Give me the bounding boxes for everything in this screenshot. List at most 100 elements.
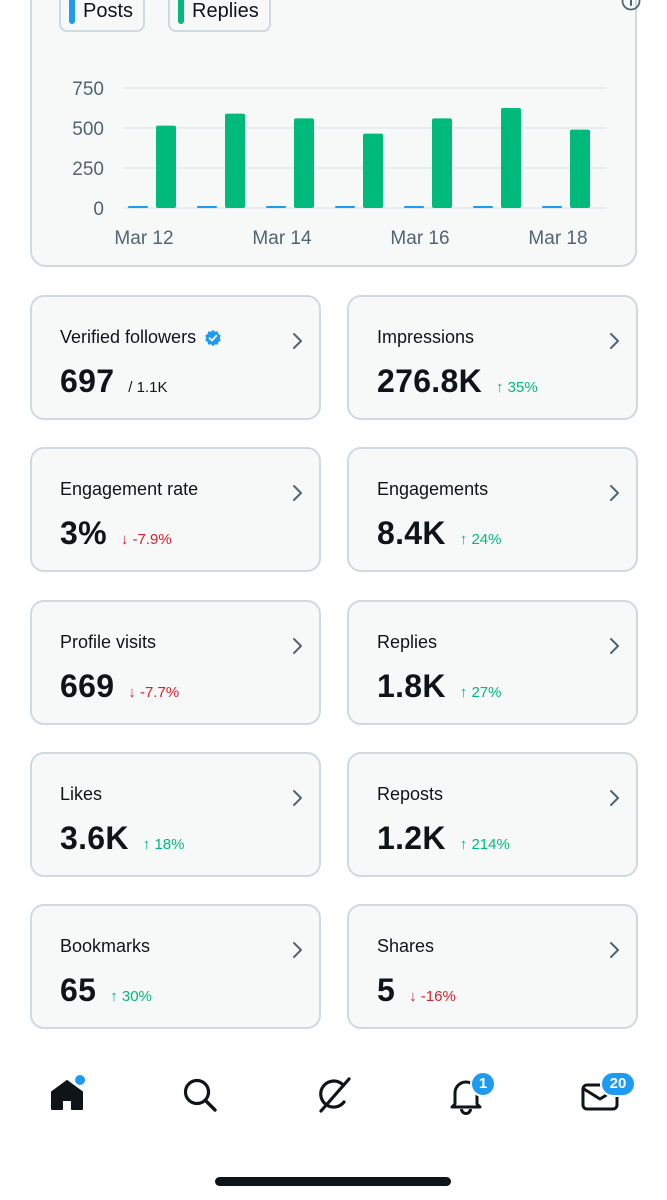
legend-posts-label: Posts xyxy=(83,0,134,22)
notifications-badge: 1 xyxy=(470,1071,496,1097)
bar-posts xyxy=(473,206,493,208)
stat-value: 5 xyxy=(377,972,396,1008)
stat-card[interactable]: Bookmarks 65 ↑ 30% xyxy=(30,904,321,1029)
stat-change-value: 27% xyxy=(471,684,502,701)
stat-change-value: 30% xyxy=(121,988,152,1005)
arrow-down-icon: ↓ xyxy=(120,531,133,548)
x-tick-label: Mar 18 xyxy=(528,228,587,249)
stat-title: Bookmarks xyxy=(60,936,150,957)
chevron-right-icon xyxy=(293,790,302,806)
stat-title-label: Shares xyxy=(377,936,435,956)
bar-replies xyxy=(432,118,452,208)
stat-title: Profile visits xyxy=(60,632,156,653)
stat-value-row: 3% ↓ -7.9% xyxy=(60,515,172,552)
stat-card[interactable]: Likes 3.6K ↑ 18% xyxy=(30,752,321,877)
stat-value: 669 xyxy=(60,668,115,704)
y-tick-label: 0 xyxy=(93,199,104,220)
bar-replies xyxy=(570,129,590,208)
stat-title-label: Engagement rate xyxy=(60,479,199,499)
stat-value-row: 1.2K ↑ 214% xyxy=(377,820,510,857)
stat-change: ↓ -7.7% xyxy=(128,684,179,701)
search-icon xyxy=(183,1078,217,1112)
tab-messages[interactable]: 20 xyxy=(580,1071,636,1115)
arrow-up-icon: ↑ xyxy=(110,988,122,1005)
stat-title-label: Bookmarks xyxy=(60,936,151,956)
chevron-right-icon xyxy=(293,942,302,958)
tab-home[interactable] xyxy=(47,1075,87,1115)
bar-replies xyxy=(156,125,176,208)
arrow-up-icon: ↑ xyxy=(459,531,472,548)
arrow-down-icon: ↓ xyxy=(409,988,421,1005)
stat-change: ↑ 27% xyxy=(460,684,502,701)
bar-posts xyxy=(128,206,148,208)
stat-title: Likes xyxy=(60,784,102,805)
bar-replies xyxy=(363,133,383,208)
stat-title-label: Impressions xyxy=(377,327,475,347)
stat-change: ↑ 18% xyxy=(143,836,185,853)
notifications-icon xyxy=(450,1080,482,1115)
bar-posts xyxy=(542,206,562,208)
chevron-right-icon xyxy=(610,333,619,349)
home-icon xyxy=(51,1080,83,1110)
bar-posts xyxy=(266,206,286,208)
stat-card[interactable]: Replies 1.8K ↑ 27% xyxy=(347,600,638,725)
tab-search[interactable] xyxy=(180,1075,220,1115)
tab-bar: 1 20 xyxy=(0,1055,667,1145)
stat-title: Verified followers xyxy=(60,327,222,348)
stat-value-row: 276.8K ↑ 35% xyxy=(377,363,538,400)
chevron-right-icon xyxy=(610,485,619,501)
stat-card[interactable]: Engagements 8.4K ↑ 24% xyxy=(347,447,638,572)
tab-notifications[interactable]: 1 xyxy=(446,1071,496,1115)
stat-value-row: 697 / 1.1K xyxy=(60,363,168,400)
chart-card: Posts Replies 0 250 500 750 Mar 12 Mar 14 Mar … xyxy=(30,0,641,267)
stat-value: 3.6K xyxy=(60,820,129,856)
chevron-right-icon xyxy=(610,638,619,654)
x-tick-label: Mar 14 xyxy=(252,228,312,249)
y-tick-label: 500 xyxy=(72,119,104,140)
stat-value: 1.2K xyxy=(377,820,446,856)
bar-replies xyxy=(294,118,314,208)
stat-value: 65 xyxy=(60,972,97,1008)
stat-card[interactable]: Engagement rate 3% ↓ -7.9% xyxy=(30,447,321,572)
stat-change: ↑ 24% xyxy=(460,531,502,548)
stat-title: Engagements xyxy=(377,479,488,500)
stat-change-value: -7.9% xyxy=(132,531,172,548)
stat-change-value: 35% xyxy=(507,379,538,396)
stat-title-label: Engagements xyxy=(377,479,489,499)
stat-change-value: 24% xyxy=(471,531,502,548)
chevron-right-icon xyxy=(293,638,302,654)
stat-value: 697 xyxy=(60,363,115,399)
y-tick-label: 250 xyxy=(72,159,104,180)
replies-swatch xyxy=(178,0,184,24)
stat-title-label: Reposts xyxy=(377,784,444,804)
stat-value: 276.8K xyxy=(377,363,482,399)
stat-change: ↑ 35% xyxy=(496,379,538,396)
arrow-up-icon: ↑ xyxy=(496,379,508,396)
info-icon[interactable] xyxy=(620,0,642,12)
stat-title: Replies xyxy=(377,632,437,653)
messages-badge: 20 xyxy=(600,1071,636,1097)
stat-title: Impressions xyxy=(377,327,474,348)
stat-value-row: 8.4K ↑ 24% xyxy=(377,515,502,552)
verified-badge-icon xyxy=(205,329,221,346)
stat-value-row: 65 ↑ 30% xyxy=(60,972,152,1009)
stat-card[interactable]: Verified followers 697 / 1.1K xyxy=(30,295,321,420)
chevron-right-icon xyxy=(293,333,302,349)
stat-change: ↑ 214% xyxy=(460,836,510,853)
stat-card[interactable]: Profile visits 669 ↓ -7.7% xyxy=(30,600,321,725)
legend-replies[interactable]: Replies xyxy=(168,0,271,32)
legend-replies-label: Replies xyxy=(192,0,259,22)
stat-card[interactable]: Shares 5 ↓ -16% xyxy=(347,904,638,1029)
stat-change-value: 214% xyxy=(471,836,510,853)
arrow-up-icon: ↑ xyxy=(142,836,155,853)
tab-grok[interactable] xyxy=(313,1075,353,1115)
legend-posts[interactable]: Posts xyxy=(59,0,146,32)
stat-card[interactable]: Reposts 1.2K ↑ 214% xyxy=(347,752,638,877)
bar-posts xyxy=(335,206,355,208)
stat-value: 1.8K xyxy=(377,668,446,704)
stat-change-value: 18% xyxy=(154,836,185,853)
stat-value: 8.4K xyxy=(377,515,446,551)
stat-card[interactable]: Impressions 276.8K ↑ 35% xyxy=(347,295,638,420)
stat-change-value: -7.7% xyxy=(139,684,180,701)
chevron-right-icon xyxy=(610,942,619,958)
